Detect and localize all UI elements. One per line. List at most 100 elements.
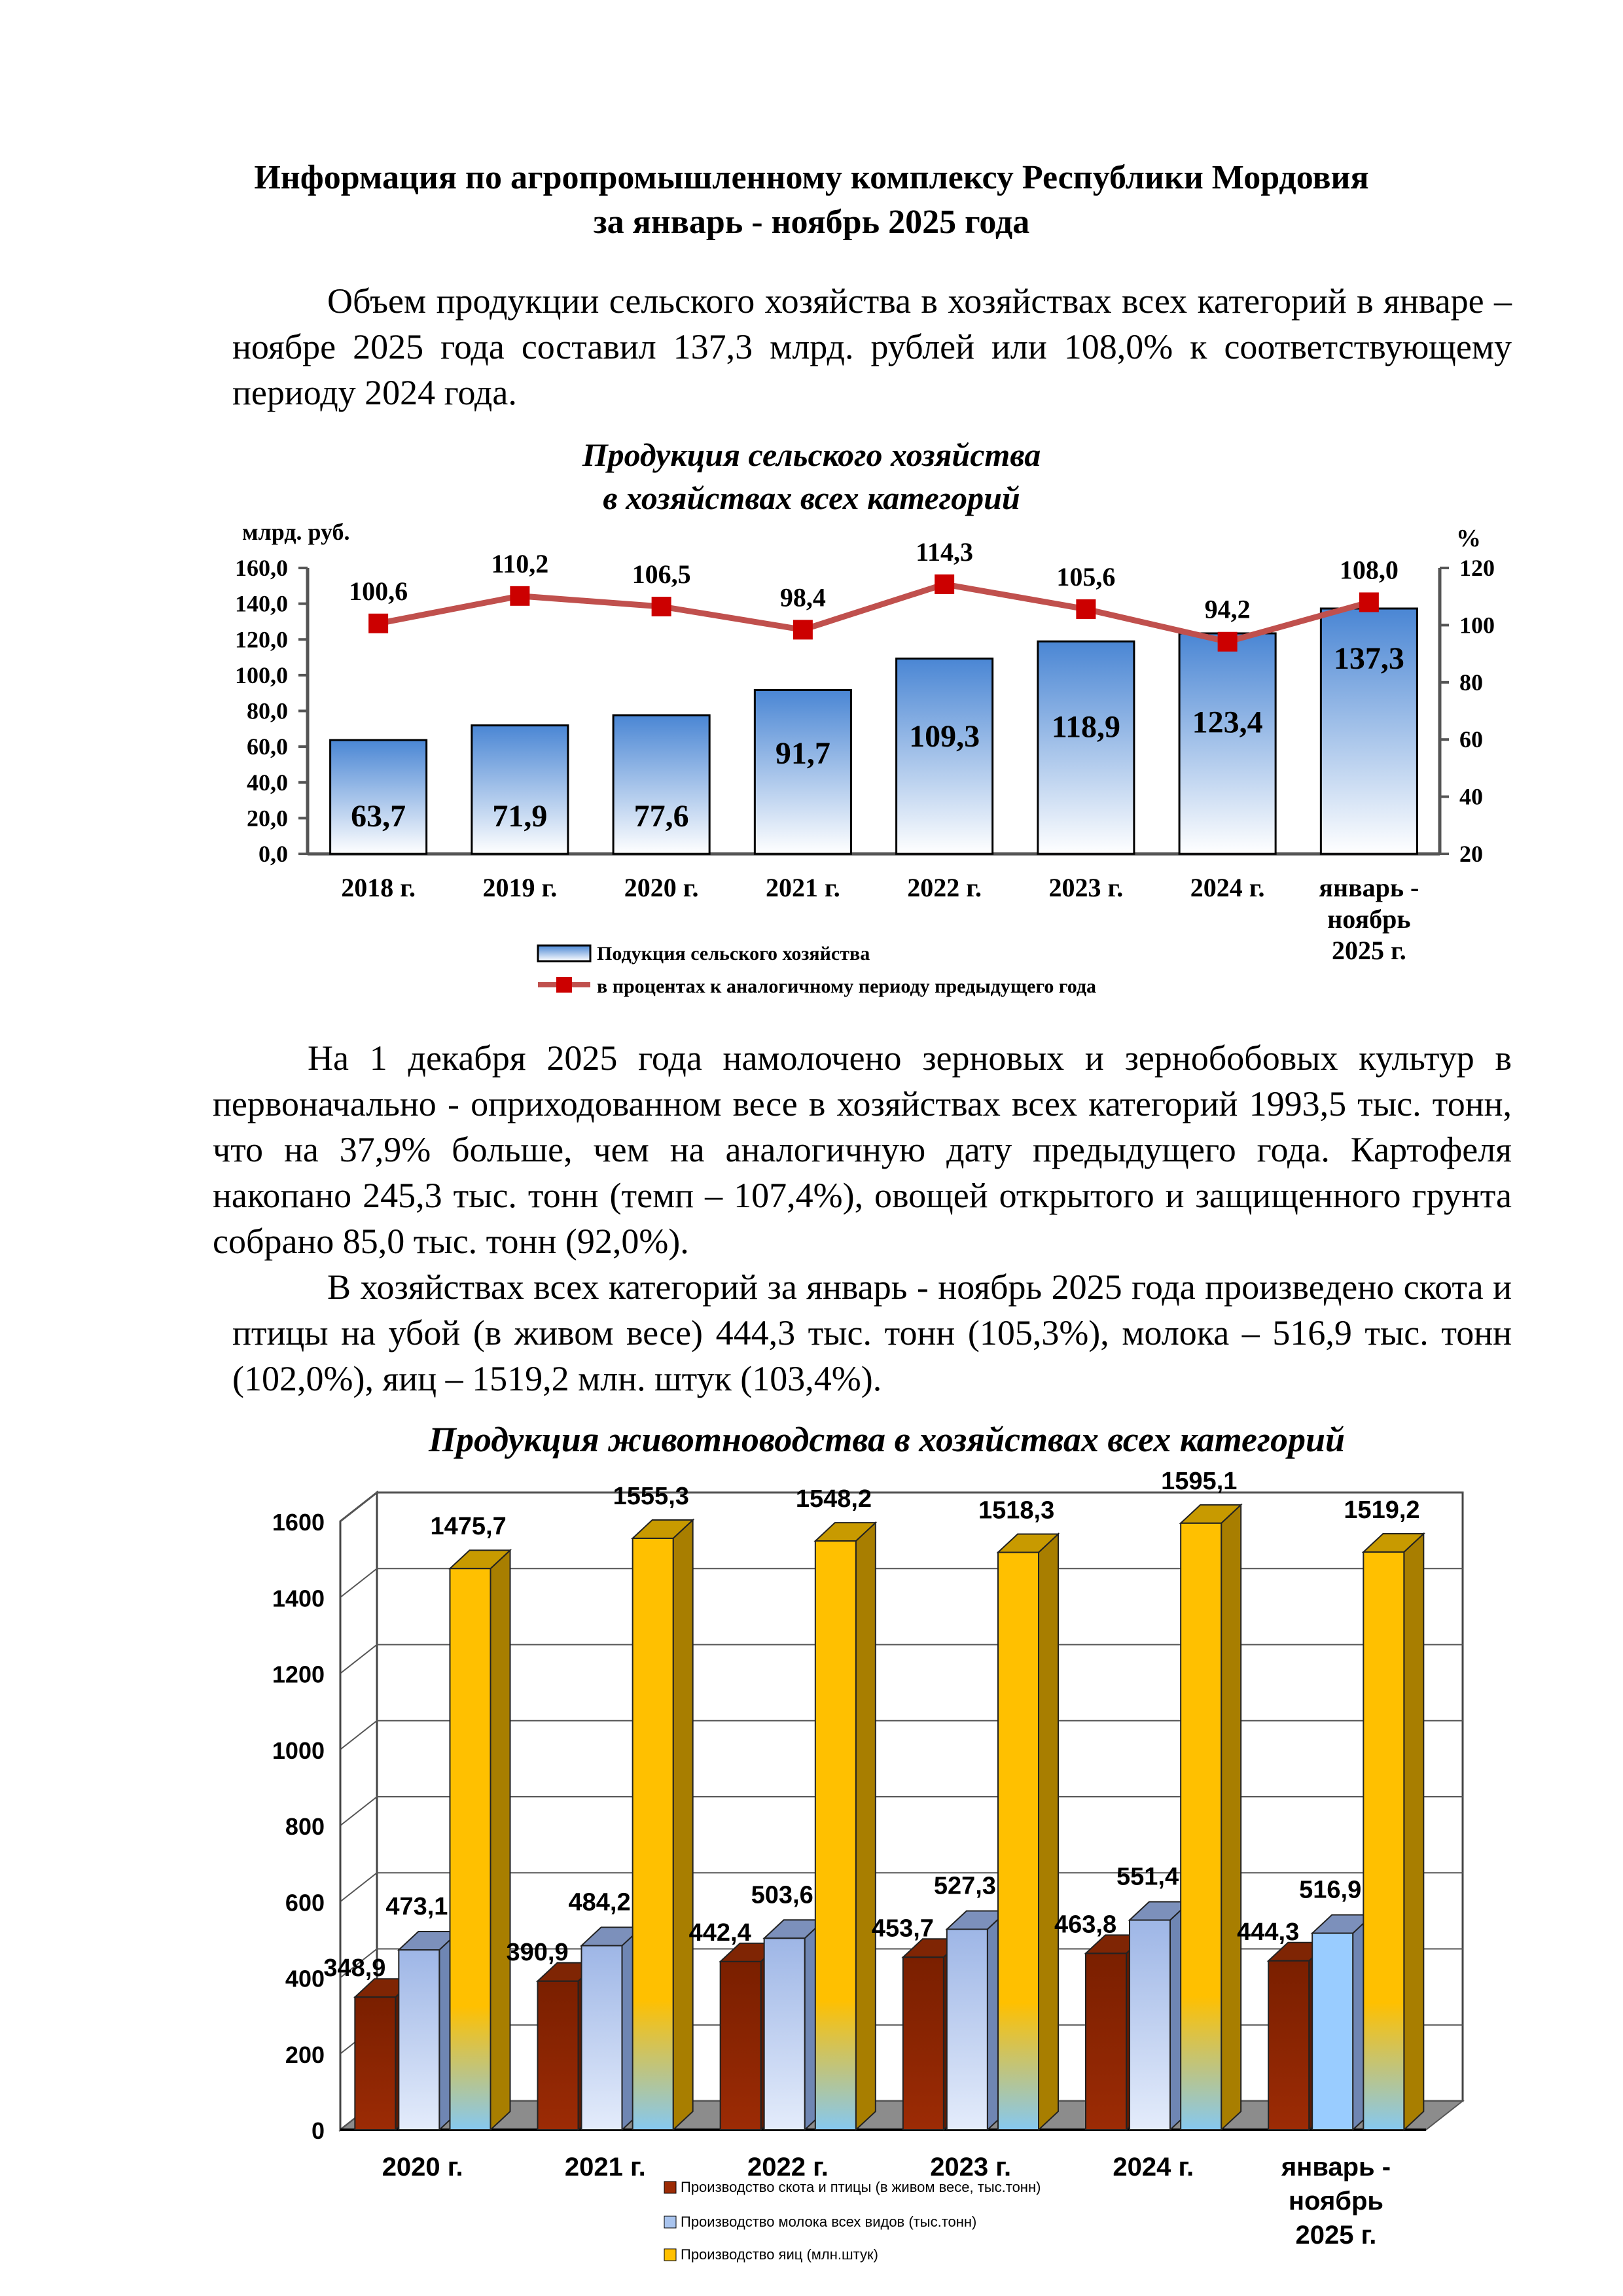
chart1-category-label: 2018 г. bbox=[341, 873, 416, 902]
chart2-ytick-label: 800 bbox=[285, 1813, 325, 1840]
chart1-bar-label: 71,9 bbox=[492, 799, 547, 834]
chart2-bar-side bbox=[672, 1518, 694, 2132]
chart2-bar-label: 1518,3 bbox=[978, 1496, 1054, 1524]
chart2-bar bbox=[354, 1996, 397, 2131]
chart2-bar bbox=[632, 1537, 674, 2130]
chart1-ytick-label: 80,0 bbox=[247, 698, 288, 724]
chart1-line-label: 114,3 bbox=[916, 537, 973, 567]
chart1-percent-line bbox=[378, 581, 1370, 645]
chart2-bar-label: 527,3 bbox=[934, 1873, 996, 1900]
chart1-line-marker bbox=[1076, 599, 1096, 619]
chart1-bar-label: 109,3 bbox=[909, 719, 980, 754]
chart1-ytick-label: 140,0 bbox=[235, 591, 288, 617]
agri-production-chart: Продукция сельского хозяйства в хозяйства… bbox=[235, 436, 1495, 997]
chart2-bar-side bbox=[490, 1548, 511, 2132]
chart1-ytick-label: 160,0 bbox=[235, 555, 288, 581]
chart1-line-label: 98,4 bbox=[780, 582, 826, 612]
chart1-category-label: 2021 г. bbox=[766, 873, 840, 902]
chart2-bar-label: 516,9 bbox=[1299, 1877, 1361, 1904]
chart2-bar-side bbox=[1038, 1532, 1059, 2132]
chart1-legend-line-marker bbox=[556, 977, 572, 993]
chart2-bar-side bbox=[855, 1521, 876, 2132]
chart2-bar-label: 463,8 bbox=[1054, 1911, 1116, 1938]
chart2-bar bbox=[580, 1945, 623, 2131]
chart2-bar-label: 442,4 bbox=[689, 1919, 751, 1947]
chart2-bar-label: 1548,2 bbox=[796, 1485, 872, 1513]
chart2-bar-label: 473,1 bbox=[385, 1893, 448, 1920]
chart2-bar-label: 390,9 bbox=[507, 1939, 569, 1966]
chart2-gridline bbox=[340, 1872, 1463, 1903]
chart1-title-line1: Продукция сельского хозяйства bbox=[582, 436, 1041, 473]
paragraph-harvest: На 1 декабря 2025 года намолочено зернов… bbox=[213, 1038, 1512, 1261]
chart1-ytick-label: 0,0 bbox=[259, 841, 288, 867]
chart2-category-label: 2020 г. bbox=[382, 2153, 463, 2181]
chart1-ytick-label: 100,0 bbox=[235, 662, 288, 688]
chart1-category-label: 2019 г. bbox=[483, 873, 558, 902]
chart1-ytick-label: 120,0 bbox=[235, 626, 288, 652]
chart1-ylabel: млрд. руб. bbox=[242, 519, 350, 545]
chart2-legend-label: Производство молока всех видов (тыс.тонн… bbox=[681, 2214, 976, 2230]
chart2-legend-label: Производство яиц (млн.штук) bbox=[681, 2246, 878, 2263]
chart2-ytick-label: 1200 bbox=[272, 1661, 325, 1688]
chart2-category-label: 2022 г. bbox=[747, 2153, 829, 2181]
chart2-bar bbox=[1363, 1551, 1405, 2130]
chart2-bar-side bbox=[1403, 1532, 1425, 2132]
chart1-line-marker bbox=[1217, 631, 1238, 652]
chart1-line-marker bbox=[510, 586, 530, 606]
chart1-line-marker bbox=[1359, 592, 1379, 612]
chart1-category-label: 2024 г. bbox=[1190, 873, 1265, 902]
chart2-bar-label: 551,4 bbox=[1116, 1863, 1179, 1890]
chart2-category-label: январь -ноябрь 2025 г. bbox=[1281, 2153, 1391, 2250]
chart2-legend-swatch bbox=[664, 2181, 677, 2194]
chart1-bar-label: 123,4 bbox=[1192, 705, 1263, 740]
chart1-y2tick-label: 120 bbox=[1459, 555, 1495, 581]
chart1-line-marker bbox=[651, 596, 671, 616]
chart2-bar bbox=[1311, 1932, 1354, 2130]
chart1-bar-label: 63,7 bbox=[351, 799, 406, 834]
chart2-bar-label: 1555,3 bbox=[613, 1483, 689, 1510]
chart1-legend-bar-label: Подукция сельского хозяйства bbox=[597, 943, 870, 964]
chart1-bar bbox=[471, 724, 569, 855]
chart1-bar bbox=[612, 714, 711, 855]
chart1-legend-bar-swatch bbox=[537, 944, 592, 963]
chart2-bar bbox=[902, 1956, 944, 2130]
chart2-bar bbox=[398, 1949, 440, 2130]
chart1-category-label: 2023 г. bbox=[1049, 873, 1124, 902]
chart2-ytick-label: 1600 bbox=[272, 1509, 325, 1536]
livestock-production-chart: Продукция животноводства в хозяйствах вс… bbox=[272, 1420, 1465, 2263]
chart2-gridline bbox=[340, 1644, 1463, 1674]
chart2-bar bbox=[537, 1980, 579, 2130]
chart1-line-label: 105,6 bbox=[1056, 562, 1115, 592]
chart1-category-label: январь -ноябрь 2025 г. bbox=[1319, 873, 1419, 965]
chart2-gridline bbox=[340, 1568, 1463, 1598]
chart1-category-label: 2020 г. bbox=[624, 873, 699, 902]
chart2-ytick-label: 200 bbox=[285, 2041, 325, 2068]
chart2-bar-label: 484,2 bbox=[569, 1889, 631, 1916]
chart1-ytick-label: 20,0 bbox=[247, 805, 288, 831]
chart1-title-line2: в хозяйствах всех категорий bbox=[603, 480, 1020, 516]
chart2-gridline bbox=[340, 1720, 1463, 1750]
chart2-category-label: 2024 г. bbox=[1113, 2153, 1194, 2181]
chart2-ytick-label: 400 bbox=[285, 1966, 325, 1992]
chart2-bar bbox=[1085, 1952, 1127, 2130]
chart1-line-label: 94,2 bbox=[1205, 595, 1251, 624]
chart2-bar bbox=[814, 1540, 857, 2130]
chart1-bar-label: 118,9 bbox=[1052, 709, 1120, 744]
chart2-bar-label: 348,9 bbox=[323, 1954, 385, 1982]
chart1-bar bbox=[329, 739, 428, 855]
chart2-ytick-label: 600 bbox=[285, 1889, 325, 1916]
chart1-bar-label: 137,3 bbox=[1334, 641, 1404, 676]
chart1-y2tick-label: 20 bbox=[1459, 841, 1483, 867]
chart2-bar-label: 1519,2 bbox=[1344, 1496, 1419, 1524]
chart2-gridline bbox=[340, 1796, 1463, 1826]
chart2-bar bbox=[1180, 1522, 1222, 2130]
chart2-bar bbox=[449, 1568, 491, 2130]
chart2-bar bbox=[946, 1928, 988, 2131]
chart2-category-label: 2021 г. bbox=[565, 2153, 646, 2181]
chart1-bar-label: 91,7 bbox=[776, 736, 830, 771]
chart1-bar-label: 77,6 bbox=[634, 799, 689, 834]
chart2-bar-side bbox=[1221, 1503, 1242, 2132]
chart1-y2tick-label: 60 bbox=[1459, 726, 1483, 752]
paragraph-livestock: В хозяйствах всех категорий за январь - … bbox=[232, 1267, 1512, 1398]
paragraph-agri-production: Объем продукции сельского хозяйства в хо… bbox=[232, 281, 1512, 412]
